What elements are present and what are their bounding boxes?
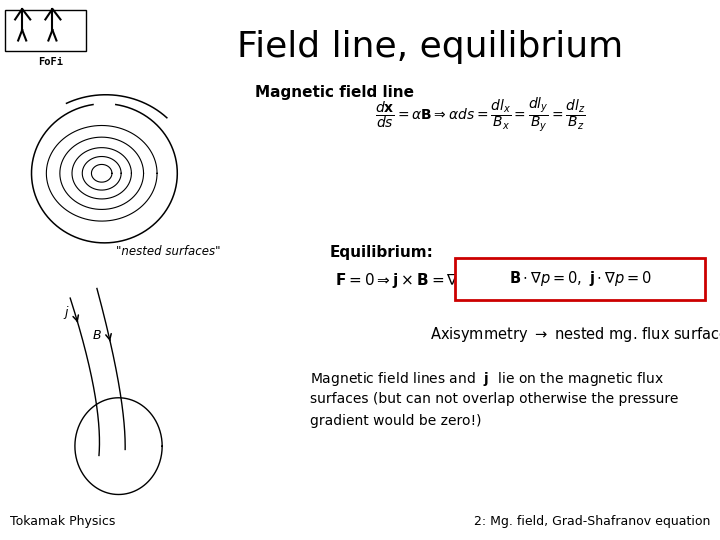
Text: Axisymmetry $\rightarrow$ nested mg. flux surfaces: Axisymmetry $\rightarrow$ nested mg. flu… — [430, 326, 720, 345]
Text: Equilibrium:: Equilibrium: — [330, 245, 434, 260]
Text: $B$: $B$ — [92, 329, 102, 342]
Text: Magnetic field lines and  $\mathbf{j}$  lie on the magnetic flux: Magnetic field lines and $\mathbf{j}$ li… — [310, 370, 664, 388]
Text: Magnetic field line: Magnetic field line — [255, 85, 414, 100]
Text: surfaces (but can not overlap otherwise the pressure: surfaces (but can not overlap otherwise … — [310, 392, 678, 406]
Text: $\mathbf{F} = 0  \Rightarrow  \mathbf{j}\times\mathbf{B} = \nabla p  \Rightarrow: $\mathbf{F} = 0 \Rightarrow \mathbf{j}\t… — [335, 271, 484, 289]
Text: FoFi: FoFi — [38, 57, 63, 66]
Text: gradient would be zero!): gradient would be zero!) — [310, 414, 482, 428]
Text: $\dfrac{d\mathbf{x}}{ds} = \alpha\mathbf{B}  \Rightarrow  \alpha ds = \dfrac{dl_: $\dfrac{d\mathbf{x}}{ds} = \alpha\mathbf… — [374, 96, 585, 134]
Text: Tokamak Physics: Tokamak Physics — [10, 515, 115, 528]
Text: 2: Mg. field, Grad-Shafranov equation: 2: Mg. field, Grad-Shafranov equation — [474, 515, 710, 528]
Bar — [455, 258, 705, 300]
Text: $j$: $j$ — [63, 303, 69, 321]
Bar — [5, 10, 86, 51]
Text: "nested surfaces": "nested surfaces" — [116, 245, 220, 258]
Text: $\mathbf{B}\cdot\nabla p = 0, \ \mathbf{j}\cdot\nabla p = 0$: $\mathbf{B}\cdot\nabla p = 0, \ \mathbf{… — [508, 269, 652, 288]
Text: Field line, equilibrium: Field line, equilibrium — [237, 30, 623, 64]
